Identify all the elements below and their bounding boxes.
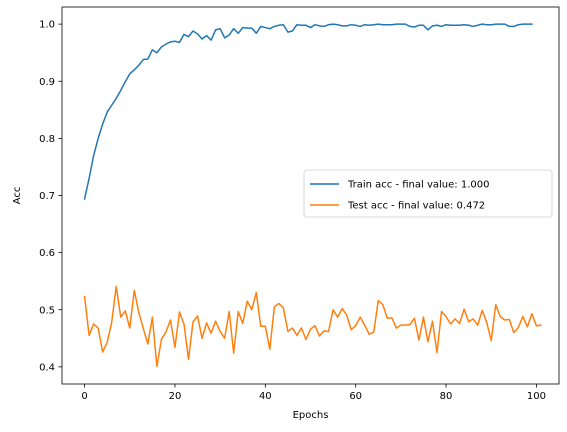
y-tick-label: 0.6 bbox=[39, 248, 55, 259]
x-tick-label: 0 bbox=[81, 391, 87, 402]
legend: Train acc - final value: 1.000 Test acc -… bbox=[303, 169, 553, 218]
series-line-0 bbox=[83, 23, 533, 200]
y-tick-label: 0.5 bbox=[39, 305, 55, 316]
y-tick-label: 0.8 bbox=[39, 134, 55, 145]
y-axis-label: Acc bbox=[12, 187, 23, 205]
legend-label-0: Train acc - final value: 1.000 bbox=[347, 180, 489, 191]
y-axis: 0.4 0.5 0.6 0.7 0.8 0.9 1.0 bbox=[39, 20, 62, 373]
x-tick-label: 60 bbox=[349, 391, 362, 402]
x-axis: 0 20 40 60 80 100 bbox=[81, 384, 546, 402]
x-tick-label: 20 bbox=[169, 391, 182, 402]
x-tick-label: 40 bbox=[259, 391, 272, 402]
series-line-1 bbox=[83, 285, 542, 368]
x-tick-label: 100 bbox=[527, 391, 546, 402]
series-lines bbox=[83, 23, 542, 368]
x-tick-label: 80 bbox=[440, 391, 453, 402]
x-axis-label: Epochs bbox=[293, 410, 329, 421]
legend-box bbox=[303, 169, 553, 218]
y-tick-label: 0.9 bbox=[39, 77, 55, 88]
y-tick-label: 1.0 bbox=[39, 20, 55, 31]
y-tick-label: 0.4 bbox=[39, 362, 55, 373]
y-tick-label: 0.7 bbox=[39, 191, 55, 202]
legend-label-1: Test acc - final value: 0.472 bbox=[347, 201, 485, 212]
